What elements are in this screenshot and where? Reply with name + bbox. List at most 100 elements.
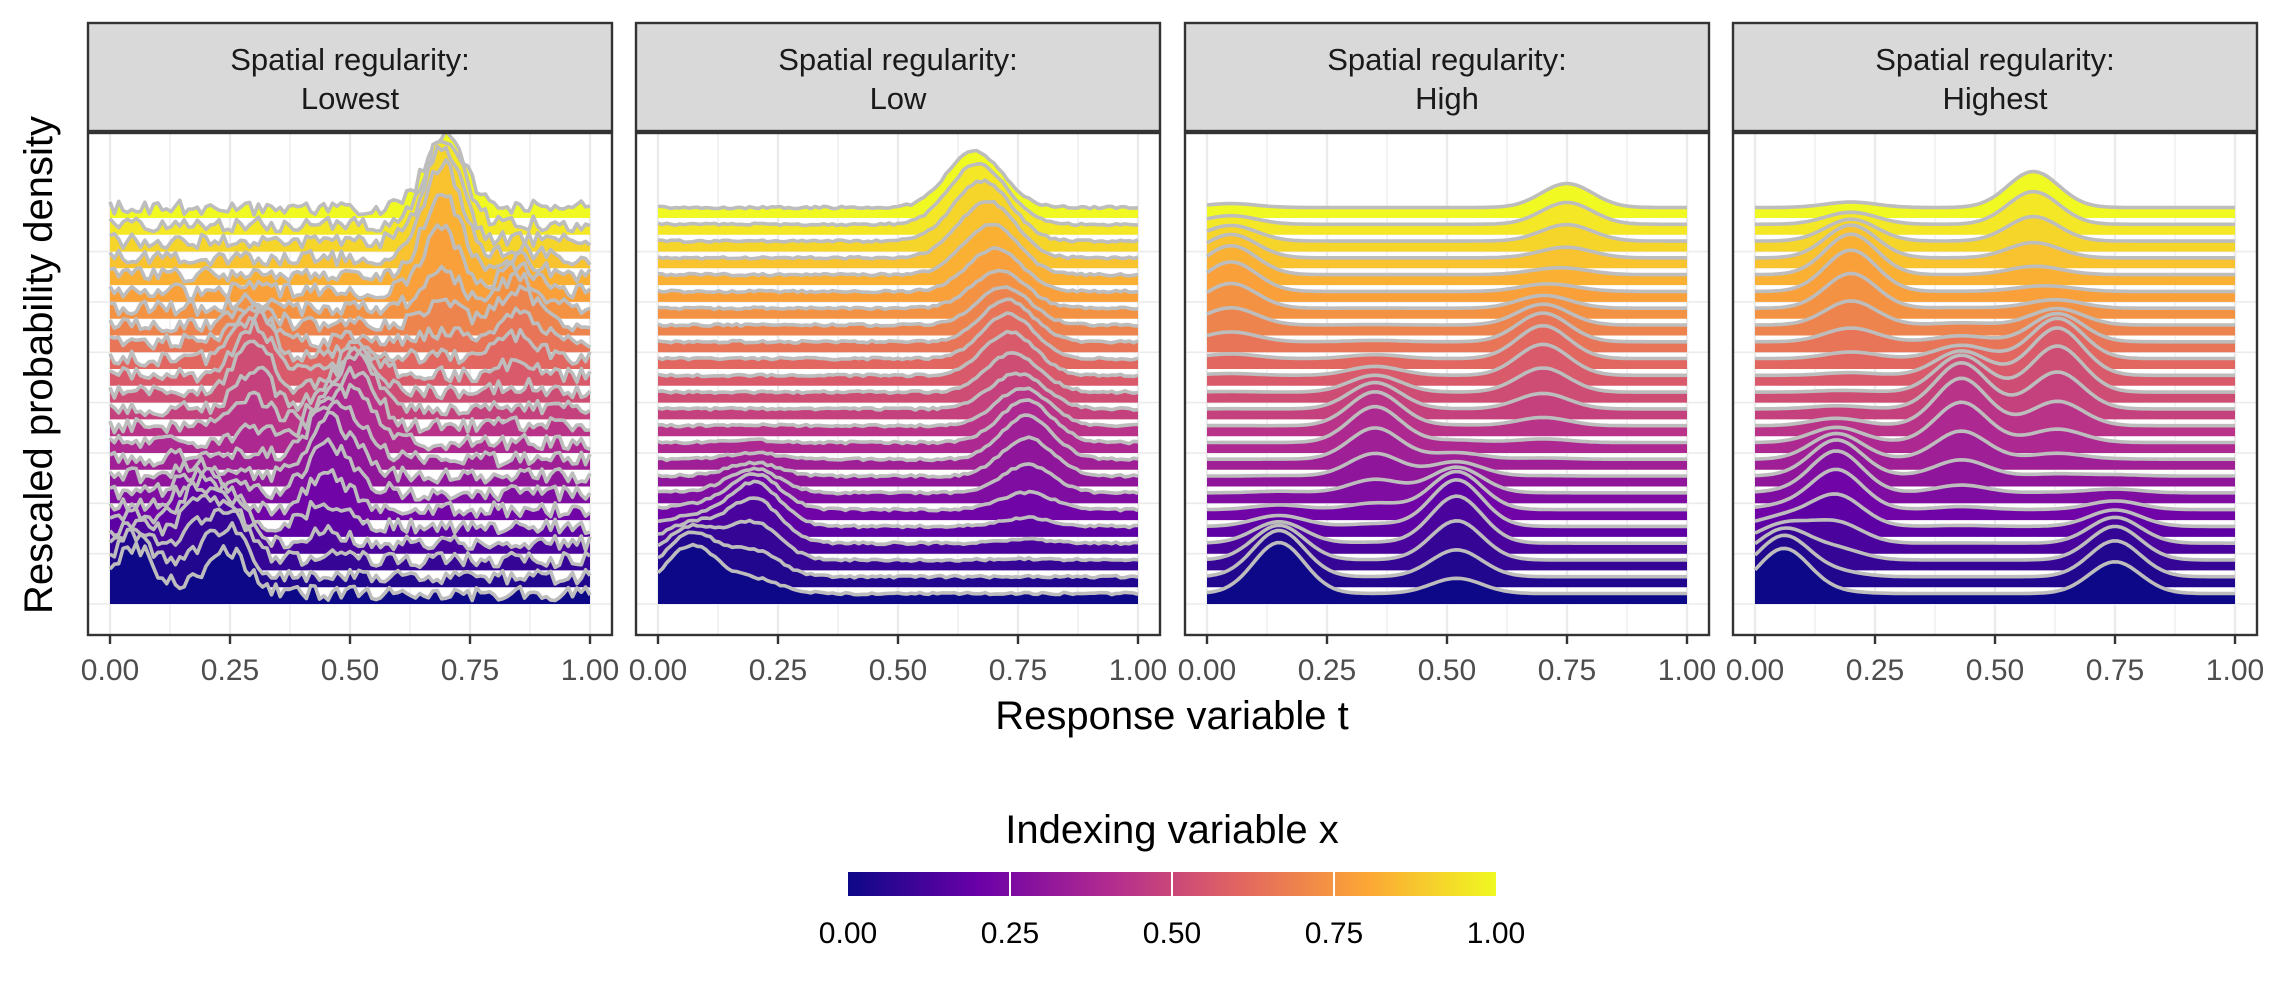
facet-strip-value: Highest xyxy=(1942,81,2047,116)
x-tick-label: 0.25 xyxy=(1846,654,1904,687)
facet-strip-value: Lowest xyxy=(301,81,400,116)
legend-tick-label: 1.00 xyxy=(1467,917,1525,950)
ridge-line xyxy=(108,139,591,234)
ridge-line xyxy=(1207,469,1687,512)
ridge-line xyxy=(1206,342,1687,378)
x-axis-title: Response variable t xyxy=(995,694,1349,738)
ridge-line xyxy=(657,472,1139,513)
legend-title: Indexing variable x xyxy=(1005,808,1339,852)
ridge-fill xyxy=(1207,391,1687,437)
ridge-line xyxy=(108,493,592,553)
ridge-line xyxy=(657,285,1139,328)
y-axis-title: Rescaled probability density xyxy=(17,116,61,614)
x-tick-label: 0.75 xyxy=(2086,654,2144,687)
ridge-fill xyxy=(1755,313,2235,353)
ridge-fill xyxy=(110,159,590,269)
x-tick-label: 0.00 xyxy=(81,654,139,687)
ridge-line xyxy=(1754,438,2235,478)
ridge-line xyxy=(1206,181,1687,210)
x-tick-label: 0.25 xyxy=(1298,654,1356,687)
x-tick-label: 0.50 xyxy=(1966,654,2024,687)
ridge-line xyxy=(108,284,591,334)
facet-strip xyxy=(1183,21,1711,133)
ridge-line xyxy=(1755,376,2235,428)
ridge-line xyxy=(658,462,1139,496)
ridge-line xyxy=(1754,248,2235,294)
ridge-line xyxy=(1207,404,1687,445)
ridge-fill xyxy=(1207,520,1687,571)
x-tick-label: 0.75 xyxy=(441,654,499,687)
ridge-line xyxy=(1206,528,1687,579)
ridge-line xyxy=(1755,223,2235,260)
ridge-line xyxy=(1755,232,2235,277)
x-tick-label: 0.75 xyxy=(989,654,1047,687)
ridge-line xyxy=(109,316,592,384)
ridge-line xyxy=(108,410,592,485)
ridge-fill xyxy=(1207,234,1687,269)
ridge-line xyxy=(657,518,1139,563)
ridge-line xyxy=(657,311,1139,362)
ridge-line xyxy=(108,223,592,301)
ridge-line xyxy=(657,199,1139,261)
ridge-line xyxy=(109,437,592,502)
ridge-line xyxy=(657,246,1139,295)
x-tick-label: 0.50 xyxy=(869,654,927,687)
ridge-line xyxy=(108,350,591,418)
ridge-line xyxy=(1755,311,2235,344)
x-tick-label: 1.00 xyxy=(1658,654,1716,687)
legend-tick-label: 0.75 xyxy=(1305,917,1363,950)
ridge-line xyxy=(1755,344,2235,394)
ridge-line xyxy=(1206,540,1687,596)
x-tick-label: 0.00 xyxy=(629,654,687,687)
facet-strip xyxy=(86,21,614,133)
facet-panel: Spatial regularity: High 0.00 0.25 0.50 0.75 1… xyxy=(1178,21,1716,687)
ridge-line xyxy=(108,158,592,268)
ridge-line xyxy=(1207,380,1687,411)
ridge-line xyxy=(108,507,592,570)
ridge-fill xyxy=(658,544,1138,604)
ridge-line xyxy=(657,398,1139,446)
ridge-fill xyxy=(1755,273,2235,319)
ridge-line xyxy=(656,542,1139,597)
facet-strip-label: Spatial regularity: xyxy=(778,42,1018,77)
ridge-line xyxy=(109,480,591,536)
ridge-fill xyxy=(110,412,590,487)
facet-strip-label: Spatial regularity: xyxy=(1327,42,1567,77)
ridge-line xyxy=(109,144,592,250)
ridge-line xyxy=(1754,449,2235,495)
ridge-line xyxy=(657,148,1138,211)
ridge-fill xyxy=(1755,191,2235,235)
facet-panels: Spatial regularity: Lowest 0.00 0.25 0.50 0.7… xyxy=(81,21,2264,687)
ridge-line xyxy=(1754,271,2235,310)
ridge-line xyxy=(1754,467,2235,512)
ridge-line xyxy=(657,268,1139,312)
ridge-line xyxy=(1205,244,1687,277)
x-tick-label: 0.50 xyxy=(1418,654,1476,687)
ridge-line xyxy=(1206,323,1687,361)
ridge-line xyxy=(657,351,1139,395)
facet-strip-label: Spatial regularity: xyxy=(1875,42,2115,77)
ridge-line xyxy=(658,413,1139,463)
facet-strip-value: High xyxy=(1415,81,1479,116)
ridge-line xyxy=(108,382,591,452)
ridge-line xyxy=(657,161,1139,228)
ridge-line xyxy=(657,386,1138,429)
facet-strip-label: Spatial regularity: xyxy=(230,42,470,77)
ridge-line xyxy=(1206,494,1687,545)
ridge-line xyxy=(1755,169,2235,210)
x-tick-label: 1.00 xyxy=(1109,654,1167,687)
ridge-line xyxy=(1754,429,2235,461)
ridge-line xyxy=(1754,515,2235,545)
x-tick-label: 0.50 xyxy=(321,654,379,687)
ridge-line xyxy=(1207,451,1687,478)
ridge-line xyxy=(108,339,592,401)
legend-tick-label: 0.25 xyxy=(981,917,1039,950)
facet-panel: Spatial regularity: Highest 0.00 0.25 0.50 0.… xyxy=(1726,21,2264,687)
x-tick-label: 1.00 xyxy=(561,654,619,687)
ridge-line xyxy=(1205,260,1687,294)
ridge-line xyxy=(657,222,1139,278)
ridge-line xyxy=(1206,232,1687,260)
ridge-fill xyxy=(1207,530,1687,588)
ridge-line xyxy=(108,308,592,368)
